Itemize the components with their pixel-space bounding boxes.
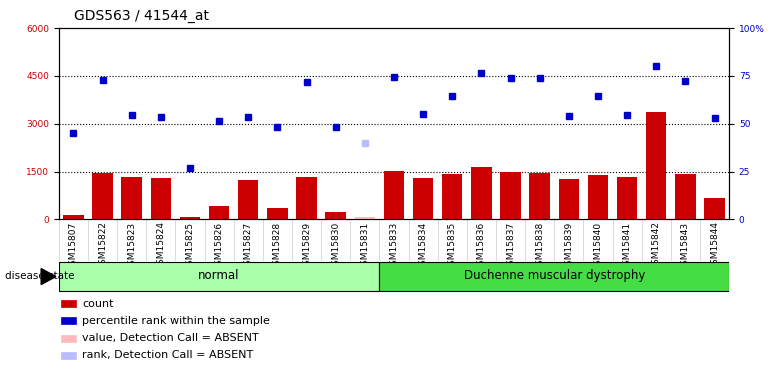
Bar xyxy=(151,178,171,219)
Bar xyxy=(267,208,288,219)
Text: GSM15831: GSM15831 xyxy=(361,221,369,271)
Bar xyxy=(442,174,463,219)
Text: normal: normal xyxy=(198,269,240,282)
Bar xyxy=(646,112,666,219)
Bar xyxy=(383,171,405,219)
Text: GSM15827: GSM15827 xyxy=(244,221,252,271)
Text: GSM15836: GSM15836 xyxy=(477,221,486,271)
Text: GSM15830: GSM15830 xyxy=(331,221,340,271)
FancyBboxPatch shape xyxy=(59,262,379,291)
Text: GSM15844: GSM15844 xyxy=(710,221,719,270)
Bar xyxy=(61,352,76,359)
Bar xyxy=(64,215,84,219)
Text: rank, Detection Call = ABSENT: rank, Detection Call = ABSENT xyxy=(82,350,253,360)
Bar xyxy=(354,217,375,219)
Text: GSM15824: GSM15824 xyxy=(156,221,165,270)
Text: value, Detection Call = ABSENT: value, Detection Call = ABSENT xyxy=(82,333,259,343)
Text: GSM15828: GSM15828 xyxy=(273,221,282,271)
Bar xyxy=(529,172,550,219)
Text: disease state: disease state xyxy=(5,271,74,281)
Text: GSM15826: GSM15826 xyxy=(215,221,223,271)
Bar xyxy=(500,172,521,219)
Text: percentile rank within the sample: percentile rank within the sample xyxy=(82,316,270,326)
Bar xyxy=(704,198,724,219)
Bar xyxy=(209,206,229,219)
Bar xyxy=(354,217,375,219)
Text: GSM15838: GSM15838 xyxy=(535,221,544,271)
Text: GSM15807: GSM15807 xyxy=(69,221,78,271)
Text: GSM15841: GSM15841 xyxy=(622,221,632,271)
Bar xyxy=(61,317,76,324)
Text: GSM15837: GSM15837 xyxy=(506,221,515,271)
Text: GSM15834: GSM15834 xyxy=(419,221,427,271)
Bar xyxy=(617,177,637,219)
Text: GDS563 / 41544_at: GDS563 / 41544_at xyxy=(74,9,209,23)
Bar xyxy=(471,167,492,219)
Bar xyxy=(559,179,579,219)
Text: GSM15843: GSM15843 xyxy=(681,221,690,271)
Bar xyxy=(238,180,259,219)
Bar xyxy=(61,334,76,342)
Text: GSM15840: GSM15840 xyxy=(593,221,602,271)
Text: GSM15825: GSM15825 xyxy=(186,221,194,271)
Text: GSM15842: GSM15842 xyxy=(652,221,661,270)
Polygon shape xyxy=(41,268,56,285)
Text: GSM15823: GSM15823 xyxy=(127,221,136,271)
Text: GSM15829: GSM15829 xyxy=(302,221,311,271)
Bar xyxy=(325,212,346,219)
Text: GSM15835: GSM15835 xyxy=(448,221,457,271)
Text: count: count xyxy=(82,298,114,309)
Bar xyxy=(180,216,200,219)
Bar xyxy=(122,177,142,219)
Bar xyxy=(675,174,695,219)
Text: GSM15839: GSM15839 xyxy=(564,221,573,271)
Text: GSM15822: GSM15822 xyxy=(98,221,107,270)
FancyBboxPatch shape xyxy=(379,262,729,291)
Bar xyxy=(413,178,434,219)
Text: GSM15833: GSM15833 xyxy=(390,221,398,271)
Bar xyxy=(588,176,608,219)
Bar xyxy=(61,300,76,307)
Text: Duchenne muscular dystrophy: Duchenne muscular dystrophy xyxy=(463,269,645,282)
Bar xyxy=(93,173,113,219)
Bar xyxy=(296,177,317,219)
